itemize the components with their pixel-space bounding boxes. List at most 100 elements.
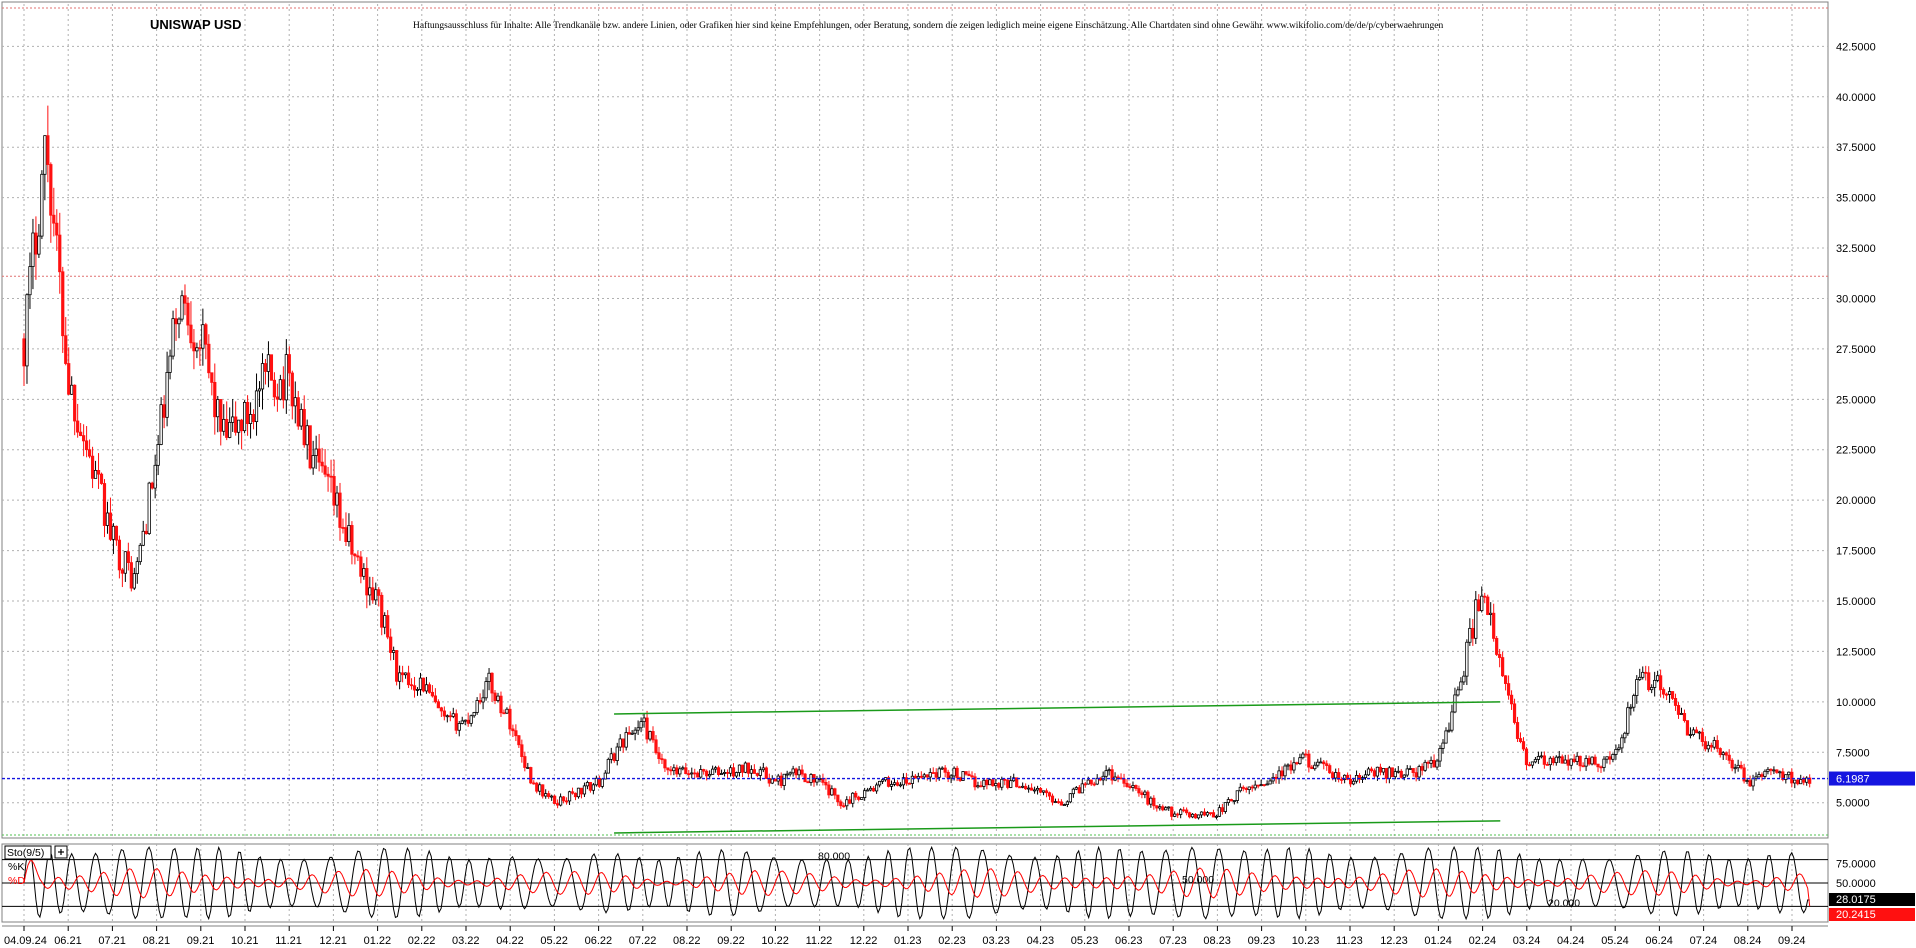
price-axis[interactable]: 42.5000 40.0000 37.5000 35.0000 32.5000 30.00… [2,41,1915,810]
stoch-name-box[interactable] [4,845,52,860]
candle [1313,761,1317,771]
candle [1742,763,1746,784]
candle [386,610,390,640]
candle [934,768,938,782]
candle [436,699,440,709]
candle [409,678,414,690]
candle [329,459,333,493]
candle [1220,804,1225,815]
candle [1050,793,1055,806]
candle [40,170,44,240]
candle [1808,774,1812,788]
candle [603,770,607,780]
candle [213,363,217,435]
candle [1769,768,1773,776]
candle [1065,800,1069,808]
candle [243,400,247,434]
candle [561,795,566,804]
candle [794,767,798,779]
candle [427,682,432,694]
candle [1390,767,1394,778]
candle [1584,755,1588,771]
candle [776,773,780,786]
candle [576,787,581,799]
candle [46,105,50,183]
candle [383,612,387,635]
stoch-tick-label: 50.0000 [1836,878,1876,890]
candle [299,403,303,430]
candle [761,762,765,773]
trendline[interactable] [614,701,1501,715]
candle [368,576,372,606]
candle [1310,764,1314,770]
candle [257,381,262,407]
candle [839,799,843,809]
candle [487,668,491,691]
candle [1241,785,1245,792]
candle [406,665,411,689]
candle [621,738,625,753]
candle [1223,802,1227,814]
candle [326,466,330,492]
trendline[interactable] [614,820,1501,834]
stoch-tick-label: 75.0000 [1836,859,1876,871]
time-tick-label: 10.22 [761,935,789,947]
candle [1408,765,1412,770]
candle [1515,716,1520,743]
candle [544,789,548,799]
candle [1334,768,1338,782]
candle [1381,767,1385,776]
candle [1396,766,1400,774]
candle [1319,757,1323,764]
candle [198,340,202,366]
candle [275,383,279,412]
candle [1053,798,1058,804]
time-tick-label: 11.22 [806,935,833,947]
candle [642,713,646,728]
candle [141,520,145,547]
candle [421,677,426,693]
candle [1113,772,1117,782]
time-tick-label: 01.24 [1424,935,1452,947]
candle [493,690,497,705]
candle [1104,765,1108,782]
candle [594,775,598,787]
candle [1563,754,1567,764]
candle [1694,726,1698,734]
candle [1435,758,1439,770]
candle [454,709,458,735]
candle [779,772,783,789]
candle [585,780,590,790]
candle [764,766,768,779]
candle [654,735,658,755]
candle [496,692,500,703]
candle [1000,776,1004,791]
candle [696,771,700,778]
candle [901,773,906,790]
candle [403,672,408,679]
candle [1784,774,1788,784]
candle [412,676,417,698]
candle [597,775,601,788]
candle [1554,755,1558,766]
candle [791,765,795,777]
candle [556,799,560,809]
time-axis[interactable]: 04.09.24 06.21 07.21 08.21 09.21 10.21 11.21 12… [2,925,1828,947]
candle [1760,772,1764,781]
time-tick-label: 12.23 [1380,935,1408,947]
candle [1429,756,1433,769]
candle [424,676,429,694]
candle [1641,666,1645,680]
candle [117,535,121,579]
disclaimer-text: Haftungsausschluss für Inhalte: Alle Tre… [413,20,1444,31]
candle [28,252,32,309]
candle [1009,775,1013,789]
candle [1077,784,1081,794]
candle [120,567,124,588]
stoch-d-legend: %D [8,875,25,887]
candle [180,290,184,322]
candle [749,765,753,779]
candle [773,778,777,782]
candle [1650,684,1654,694]
candle [711,765,715,775]
